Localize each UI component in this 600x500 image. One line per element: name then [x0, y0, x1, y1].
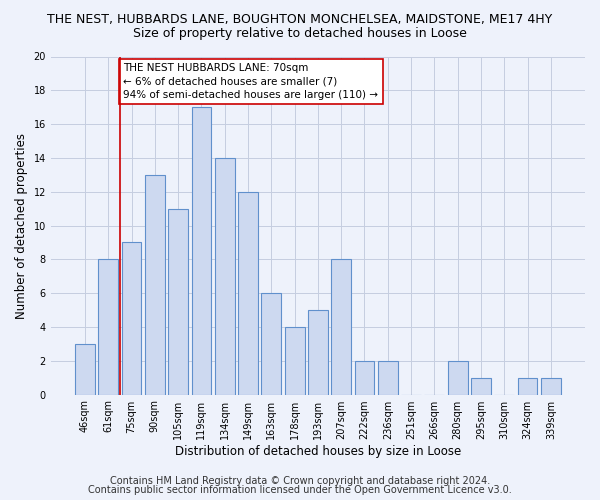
Bar [308, 310, 328, 394]
Bar [145, 175, 165, 394]
X-axis label: Distribution of detached houses by size in Loose: Distribution of detached houses by size … [175, 444, 461, 458]
Text: Contains HM Land Registry data © Crown copyright and database right 2024.: Contains HM Land Registry data © Crown c… [110, 476, 490, 486]
Bar [168, 208, 188, 394]
Bar [75, 344, 95, 395]
Text: Contains public sector information licensed under the Open Government Licence v3: Contains public sector information licen… [88, 485, 512, 495]
Bar [378, 361, 398, 394]
Bar [122, 242, 142, 394]
Bar [285, 327, 305, 394]
Bar [471, 378, 491, 394]
Bar [331, 260, 351, 394]
Text: THE NEST, HUBBARDS LANE, BOUGHTON MONCHELSEA, MAIDSTONE, ME17 4HY: THE NEST, HUBBARDS LANE, BOUGHTON MONCHE… [47, 12, 553, 26]
Bar [355, 361, 374, 394]
Bar [262, 293, 281, 394]
Bar [191, 107, 211, 395]
Bar [448, 361, 467, 394]
Bar [98, 260, 118, 394]
Text: Size of property relative to detached houses in Loose: Size of property relative to detached ho… [133, 28, 467, 40]
Bar [238, 192, 258, 394]
Bar [215, 158, 235, 394]
Text: THE NEST HUBBARDS LANE: 70sqm
← 6% of detached houses are smaller (7)
94% of sem: THE NEST HUBBARDS LANE: 70sqm ← 6% of de… [124, 64, 379, 100]
Y-axis label: Number of detached properties: Number of detached properties [15, 132, 28, 318]
Bar [518, 378, 538, 394]
Bar [541, 378, 561, 394]
